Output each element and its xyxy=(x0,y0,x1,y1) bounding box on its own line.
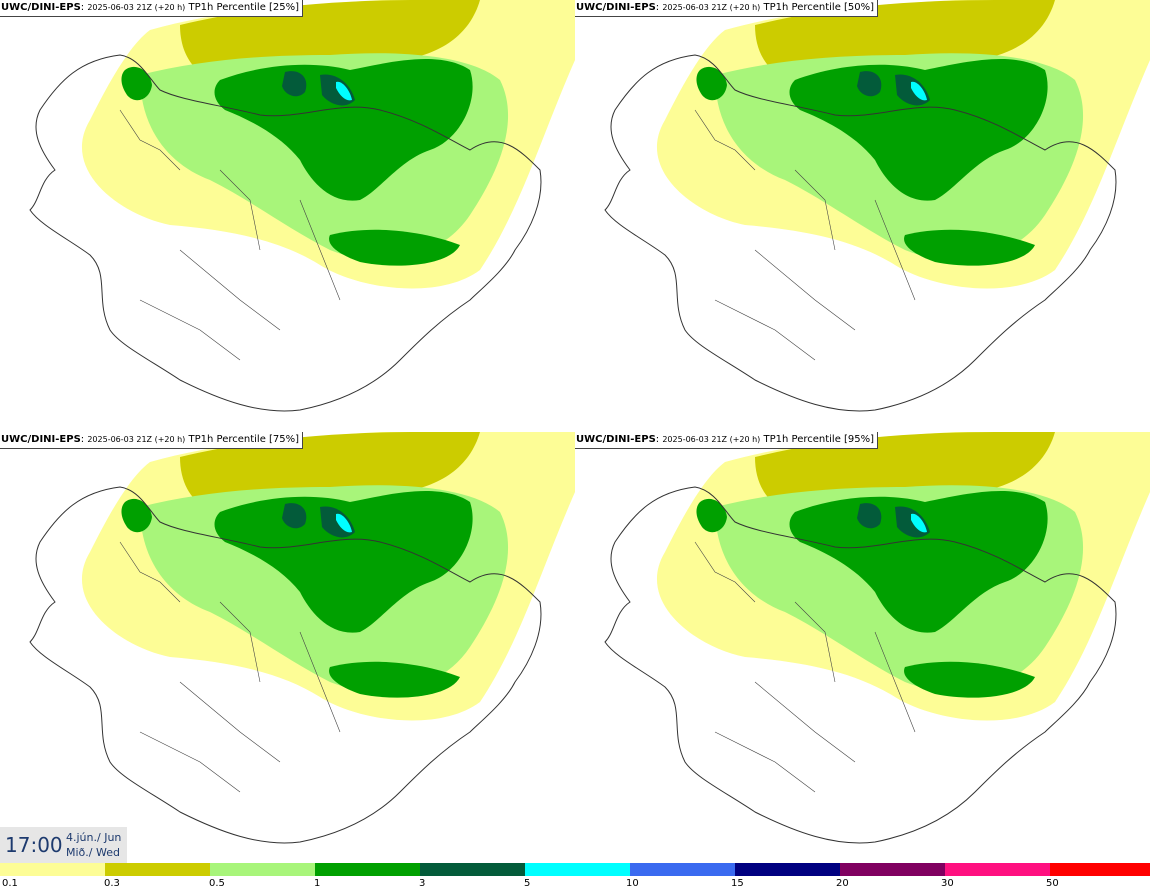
panel-field: TP1h Percentile [95%] xyxy=(763,434,875,445)
panel-run: 2025-06-03 21Z (+20 h) xyxy=(87,435,186,444)
precip-map-p25 xyxy=(29,0,575,412)
panel-run: 2025-06-03 21Z (+20 h) xyxy=(662,435,761,444)
map-panel-p50: UWC/DINI-EPS: 2025-06-03 21Z (+20 h) TP1… xyxy=(575,0,1150,430)
panel-run: 2025-06-03 21Z (+20 h) xyxy=(662,3,761,12)
panel-title-p75: UWC/DINI-EPS: 2025-06-03 21Z (+20 h) TP1… xyxy=(0,432,304,449)
legend-swatch xyxy=(315,863,420,876)
panel-model: UWC/DINI-EPS xyxy=(1,2,81,13)
legend-swatch xyxy=(945,863,1050,876)
panel-model: UWC/DINI-EPS xyxy=(576,2,656,13)
panel-field: TP1h Percentile [75%] xyxy=(188,434,300,445)
legend-label: 10 xyxy=(626,878,639,889)
legend-label: 15 xyxy=(731,878,744,889)
panel-model: UWC/DINI-EPS xyxy=(1,434,81,445)
legend-swatch xyxy=(0,863,105,876)
legend-swatch xyxy=(210,863,315,876)
legend-swatch xyxy=(735,863,840,876)
precip-map-p75 xyxy=(29,432,575,844)
precip-legend: 0.1 0.3 0.5 1 3 5 10 15 20 30 50 xyxy=(0,863,1150,891)
map-panel-p25: UWC/DINI-EPS: 2025-06-03 21Z (+20 h) TP1… xyxy=(0,0,575,430)
panel-title-p50: UWC/DINI-EPS: 2025-06-03 21Z (+20 h) TP1… xyxy=(575,0,879,17)
legend-swatch xyxy=(525,863,630,876)
legend-label: 30 xyxy=(941,878,954,889)
legend-label: 0.1 xyxy=(2,878,18,889)
legend-label: 0.3 xyxy=(104,878,120,889)
legend-label: 50 xyxy=(1046,878,1059,889)
panel-field: TP1h Percentile [50%] xyxy=(763,2,875,13)
map-panel-p95: UWC/DINI-EPS: 2025-06-03 21Z (+20 h) TP1… xyxy=(575,432,1150,862)
legend-label: 20 xyxy=(836,878,849,889)
legend-swatch xyxy=(630,863,735,876)
valid-time-box: 17:00 4.jún./ Jun Mið./ Wed xyxy=(0,827,127,863)
panel-field: TP1h Percentile [25%] xyxy=(188,2,300,13)
panel-title-p25: UWC/DINI-EPS: 2025-06-03 21Z (+20 h) TP1… xyxy=(0,0,304,17)
panel-title-p95: UWC/DINI-EPS: 2025-06-03 21Z (+20 h) TP1… xyxy=(575,432,879,449)
panel-model: UWC/DINI-EPS xyxy=(576,434,656,445)
legend-label: 3 xyxy=(419,878,426,889)
legend-label: 1 xyxy=(314,878,321,889)
valid-weekday: Mið./ Wed xyxy=(66,846,120,859)
map-panel-p75: UWC/DINI-EPS: 2025-06-03 21Z (+20 h) TP1… xyxy=(0,432,575,862)
valid-date: 4.jún./ Jun xyxy=(66,831,122,844)
legend-swatch xyxy=(420,863,525,876)
legend-swatch xyxy=(840,863,945,876)
valid-time-clock: 17:00 xyxy=(5,833,63,857)
panel-run: 2025-06-03 21Z (+20 h) xyxy=(87,3,186,12)
legend-swatch xyxy=(105,863,210,876)
precip-map-p50 xyxy=(604,0,1150,412)
legend-swatch xyxy=(1050,863,1150,876)
precip-map-p95 xyxy=(604,432,1150,844)
legend-label: 0.5 xyxy=(209,878,225,889)
legend-label: 5 xyxy=(524,878,531,889)
